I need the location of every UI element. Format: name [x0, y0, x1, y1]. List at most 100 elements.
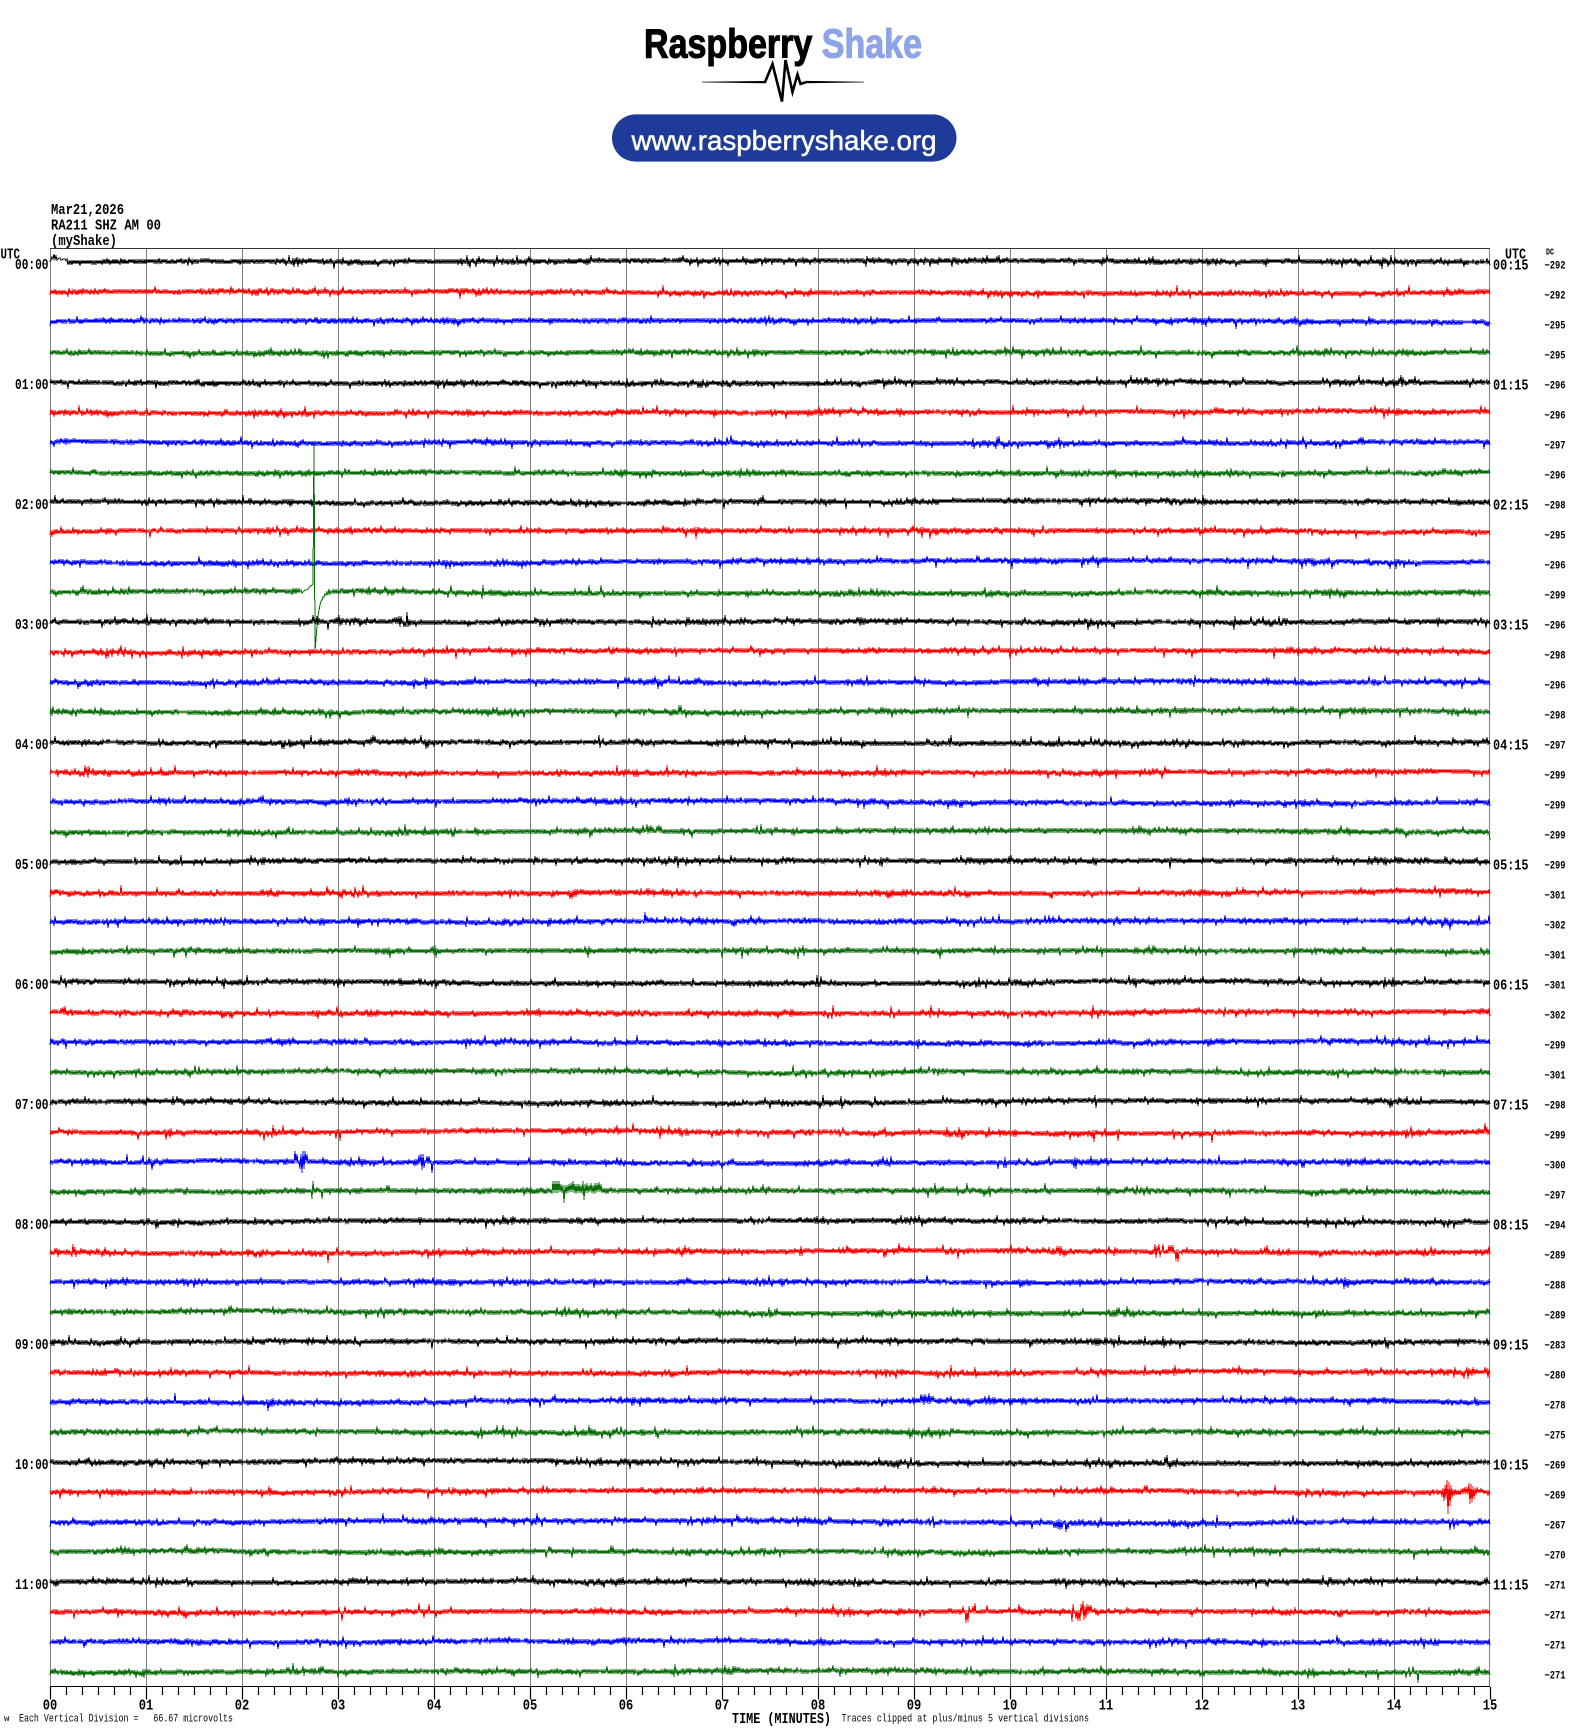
svg-text:−295: −295	[1545, 530, 1566, 542]
svg-text:−278: −278	[1545, 1400, 1566, 1412]
svg-text:09: 09	[907, 1698, 922, 1715]
svg-text:−300: −300	[1545, 1160, 1566, 1172]
svg-text:−299: −299	[1545, 800, 1566, 812]
svg-text:TIME (MINUTES): TIME (MINUTES)	[732, 1711, 831, 1728]
svg-text:01: 01	[139, 1698, 154, 1715]
svg-text:03:15: 03:15	[1493, 617, 1529, 634]
svg-text:−301: −301	[1545, 980, 1566, 992]
svg-text:01:00: 01:00	[15, 377, 49, 394]
svg-text:−292: −292	[1545, 290, 1566, 302]
svg-text:10:15: 10:15	[1493, 1457, 1529, 1474]
svg-text:10:00: 10:00	[15, 1457, 49, 1474]
svg-text:UTC: UTC	[1, 247, 21, 264]
svg-text:−295: −295	[1545, 320, 1566, 332]
svg-text:−271: −271	[1545, 1670, 1566, 1682]
svg-text:−269: −269	[1545, 1490, 1566, 1502]
svg-text:04:15: 04:15	[1493, 737, 1529, 754]
svg-text:−297: −297	[1545, 1190, 1566, 1202]
svg-text:Each Vertical Division = 66.: Each Vertical Division = 66.67 microvolt…	[19, 1713, 233, 1725]
svg-text:00:15: 00:15	[1493, 257, 1529, 274]
svg-text:−280: −280	[1545, 1370, 1566, 1382]
svg-text:11:00: 11:00	[15, 1577, 49, 1594]
svg-text:−288: −288	[1545, 1280, 1566, 1292]
svg-text:−299: −299	[1545, 770, 1566, 782]
svg-text:−275: −275	[1545, 1430, 1566, 1442]
svg-text:(myShake): (myShake)	[51, 233, 117, 250]
svg-text:−299: −299	[1545, 590, 1566, 602]
svg-text:13: 13	[1291, 1698, 1306, 1715]
svg-text:02: 02	[235, 1698, 250, 1715]
svg-text:−298: −298	[1545, 710, 1566, 722]
svg-text:−302: −302	[1545, 1010, 1566, 1022]
svg-text:06:15: 06:15	[1493, 977, 1529, 994]
svg-text:UTC: UTC	[1505, 247, 1526, 264]
svg-text:15: 15	[1483, 1698, 1498, 1715]
svg-text:−296: −296	[1545, 560, 1566, 572]
svg-text:−296: −296	[1545, 620, 1566, 632]
svg-text:04: 04	[427, 1698, 442, 1715]
svg-text:12: 12	[1195, 1698, 1210, 1715]
svg-text:−294: −294	[1545, 1220, 1566, 1232]
svg-text:−301: −301	[1545, 890, 1566, 902]
svg-text:−295: −295	[1545, 350, 1566, 362]
svg-text:09:00: 09:00	[15, 1337, 49, 1354]
svg-text:www.raspberryshake.org: www.raspberryshake.org	[631, 125, 937, 156]
svg-text:11: 11	[1099, 1698, 1114, 1715]
svg-text:w: w	[4, 1714, 10, 1724]
svg-text:07:15: 07:15	[1493, 1097, 1529, 1114]
svg-text:−289: −289	[1545, 1310, 1566, 1322]
svg-text:−296: −296	[1545, 680, 1566, 692]
svg-text:−292: −292	[1545, 260, 1566, 272]
svg-text:−296: −296	[1545, 380, 1566, 392]
svg-text:−270: −270	[1545, 1550, 1566, 1562]
svg-text:−271: −271	[1545, 1580, 1566, 1592]
svg-text:−299: −299	[1545, 830, 1566, 842]
svg-text:Raspberry Shake: Raspberry Shake	[644, 21, 922, 67]
svg-text:−301: −301	[1545, 950, 1566, 962]
svg-text:−299: −299	[1545, 1040, 1566, 1052]
svg-text:07: 07	[715, 1698, 730, 1715]
svg-text:08:00: 08:00	[15, 1217, 49, 1234]
svg-text:07:00: 07:00	[15, 1097, 49, 1114]
svg-text:−289: −289	[1545, 1250, 1566, 1262]
svg-text:Mar21,2026: Mar21,2026	[51, 202, 124, 219]
svg-text:10: 10	[1003, 1698, 1018, 1715]
svg-text:14: 14	[1387, 1698, 1402, 1715]
svg-text:06: 06	[619, 1698, 634, 1715]
svg-text:DC: DC	[1546, 247, 1554, 258]
svg-text:05:15: 05:15	[1493, 857, 1529, 874]
svg-text:−271: −271	[1545, 1610, 1566, 1622]
svg-text:08: 08	[811, 1698, 826, 1715]
svg-text:−271: −271	[1545, 1640, 1566, 1652]
svg-text:09:15: 09:15	[1493, 1337, 1529, 1354]
svg-text:−301: −301	[1545, 1070, 1566, 1082]
svg-text:−298: −298	[1545, 500, 1566, 512]
svg-text:08:15: 08:15	[1493, 1217, 1529, 1234]
svg-text:06:00: 06:00	[15, 977, 49, 994]
svg-text:05:00: 05:00	[15, 857, 49, 874]
svg-text:−298: −298	[1545, 1100, 1566, 1112]
svg-text:−267: −267	[1545, 1520, 1566, 1532]
svg-text:02:15: 02:15	[1493, 497, 1529, 514]
svg-text:−297: −297	[1545, 740, 1566, 752]
svg-text:−269: −269	[1545, 1460, 1566, 1472]
svg-text:03:00: 03:00	[15, 617, 49, 634]
svg-text:Traces clipped at plus/minus 5: Traces clipped at plus/minus 5 vertical …	[842, 1714, 1090, 1726]
svg-text:05: 05	[523, 1698, 538, 1715]
svg-text:11:15: 11:15	[1493, 1577, 1529, 1594]
svg-text:−299: −299	[1545, 860, 1566, 872]
svg-text:−283: −283	[1545, 1340, 1566, 1352]
svg-text:RA211 SHZ AM 00: RA211 SHZ AM 00	[51, 218, 161, 235]
svg-text:−299: −299	[1545, 1130, 1566, 1142]
svg-text:03: 03	[331, 1698, 346, 1715]
svg-text:00:00: 00:00	[15, 257, 49, 274]
svg-text:−297: −297	[1545, 440, 1566, 452]
svg-text:02:00: 02:00	[15, 497, 49, 514]
svg-text:−296: −296	[1545, 410, 1566, 422]
svg-text:01:15: 01:15	[1493, 377, 1529, 394]
svg-text:−296: −296	[1545, 470, 1566, 482]
svg-text:04:00: 04:00	[15, 737, 49, 754]
svg-text:−298: −298	[1545, 650, 1566, 662]
svg-text:00: 00	[43, 1698, 58, 1715]
svg-text:−302: −302	[1545, 920, 1566, 932]
